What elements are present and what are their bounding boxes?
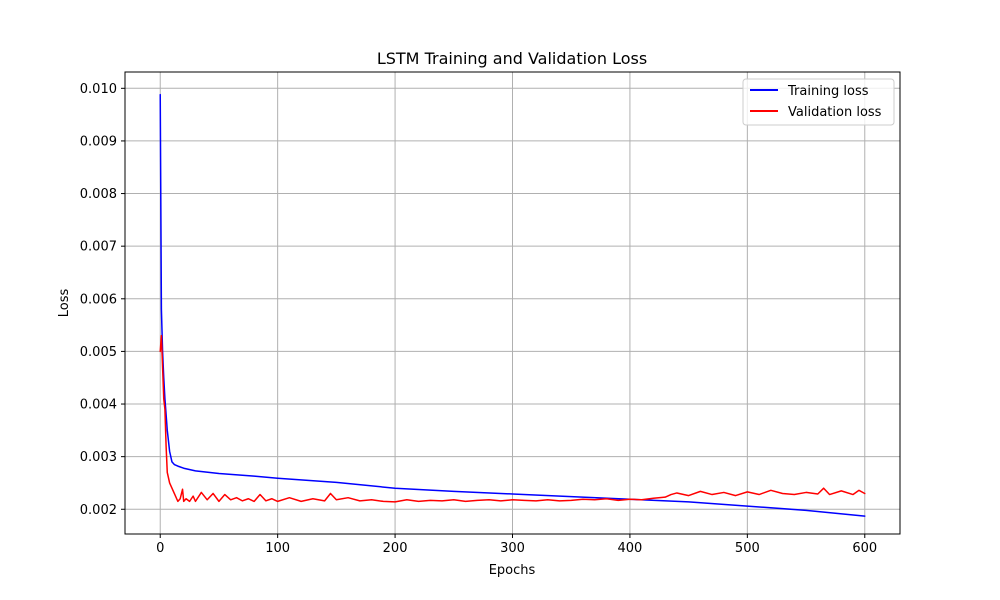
y-tick-label: 0.008 (80, 187, 117, 202)
legend-label-training: Training loss (787, 84, 869, 99)
legend-label-validation: Validation loss (788, 105, 882, 120)
x-tick-label: 400 (618, 541, 643, 556)
training-loss-line (159, 93, 866, 517)
x-axis-label: Epochs (489, 563, 536, 578)
x-tick-label: 200 (383, 541, 408, 556)
x-tick-label: 600 (852, 541, 877, 556)
y-tick-label: 0.005 (80, 345, 117, 360)
chart-title: LSTM Training and Validation Loss (377, 49, 647, 68)
y-axis-ticks: 0.002 0.003 0.004 0.005 0.006 0.007 0.008 0.009… (80, 82, 125, 518)
x-tick-label: 500 (735, 541, 760, 556)
y-tick-label: 0.006 (80, 292, 117, 307)
x-tick-label: 100 (265, 541, 290, 556)
legend-box (742, 78, 895, 126)
y-tick-label: 0.003 (80, 450, 117, 465)
x-tick-label: 0 (156, 541, 164, 556)
y-tick-label: 0.004 (80, 398, 117, 413)
x-tick-label: 300 (500, 541, 525, 556)
y-tick-label: 0.002 (80, 503, 117, 518)
y-tick-label: 0.010 (80, 82, 117, 97)
x-axis-ticks: 0 100 200 300 400 500 600 (156, 534, 877, 556)
validation-loss-line (159, 334, 866, 503)
y-axis-label: Loss (57, 289, 72, 318)
series-lines (159, 93, 866, 517)
legend: Training loss Validation loss (742, 78, 895, 126)
y-tick-label: 0.009 (80, 134, 117, 149)
y-tick-label: 0.007 (80, 240, 117, 255)
